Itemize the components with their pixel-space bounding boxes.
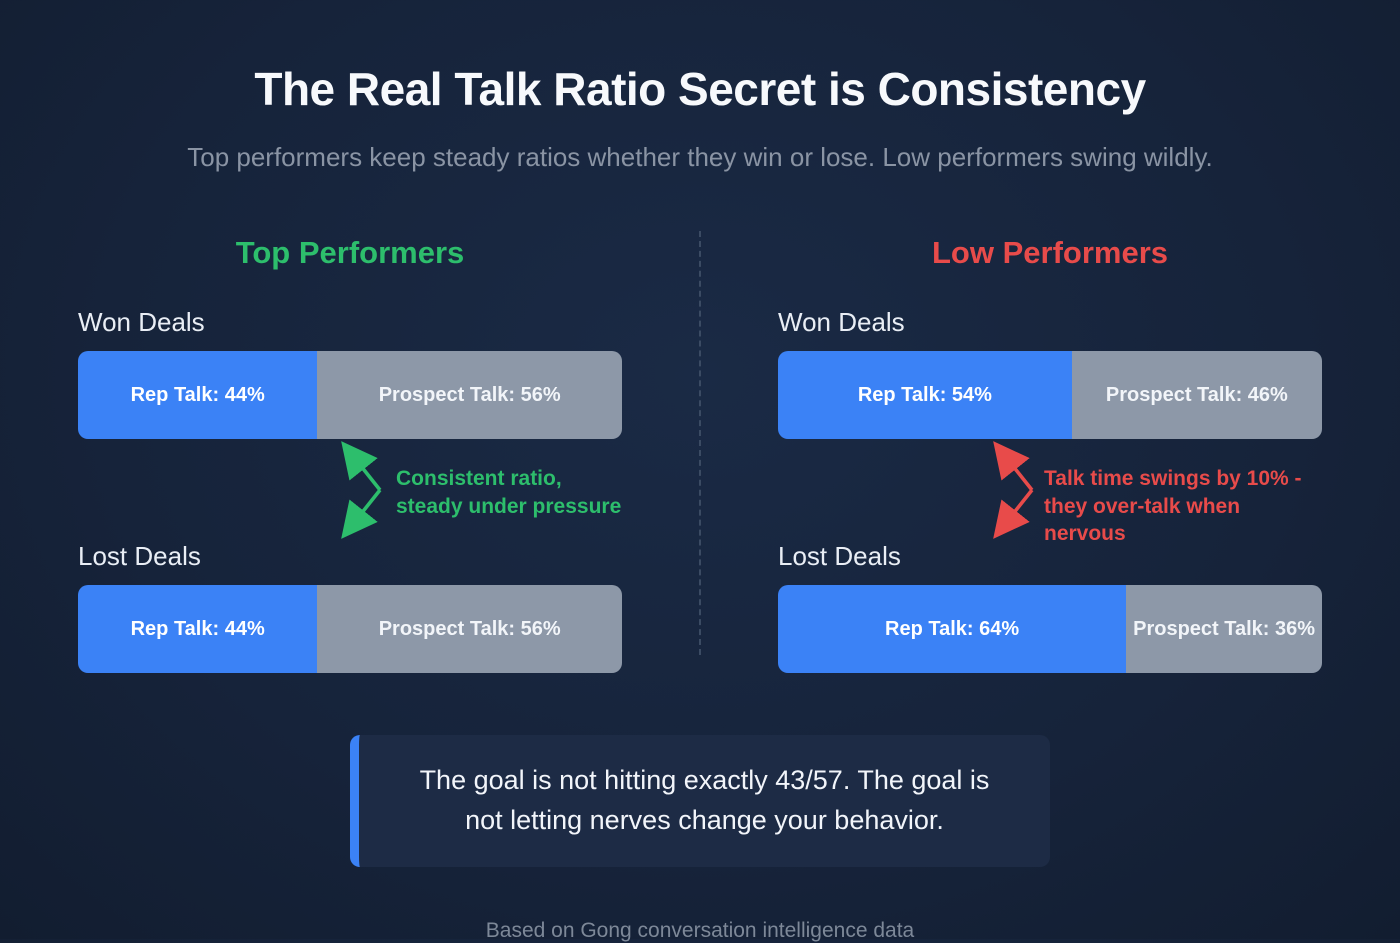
panel-top-performers: Top Performers Won Deals Rep Talk: 44% P… (0, 235, 700, 673)
top-lost-rep-segment: Rep Talk: 44% (78, 585, 318, 673)
low-annotation-row: Talk time swings by 10% - they over-talk… (778, 439, 1322, 545)
red-double-arrow-icon (993, 441, 1034, 539)
low-annotation-line1: Talk time swings by 10% - (1044, 467, 1302, 490)
low-won-bar: Rep Talk: 54% Prospect Talk: 46% (778, 351, 1322, 439)
lost-deals-label: Lost Deals (778, 541, 901, 571)
low-annotation-text: Talk time swings by 10% - they over-talk… (1044, 465, 1322, 548)
vertical-dashed-divider (699, 231, 701, 655)
top-annotation-line2: steady under pressure (396, 494, 622, 518)
page-title: The Real Talk Ratio Secret is Consistenc… (254, 63, 1146, 115)
header: The Real Talk Ratio Secret is Consistenc… (0, 0, 1400, 173)
top-won-bar: Rep Talk: 44% Prospect Talk: 56% (78, 351, 622, 439)
panel-low-performers: Low Performers Won Deals Rep Talk: 54% P… (700, 235, 1400, 673)
source-footer: Based on Gong conversation intelligence … (485, 918, 915, 942)
low-lost-rep-segment: Rep Talk: 64% (778, 585, 1127, 673)
top-annotation-row: Consistent ratio, steady under pressure (78, 439, 622, 541)
low-won-prospect-segment: Prospect Talk: 46% (1071, 351, 1322, 439)
top-won-prospect-segment: Prospect Talk: 56% (317, 351, 622, 439)
low-lost-prospect-segment: Prospect Talk: 36% (1126, 585, 1322, 673)
low-annotation-line2: they over-talk when nervous (1044, 494, 1241, 546)
page-subtitle: Top performers keep steady ratios whethe… (187, 142, 1213, 172)
low-lost-bar: Rep Talk: 64% Prospect Talk: 36% (778, 585, 1322, 673)
top-annotation-text: Consistent ratio, steady under pressure (396, 465, 621, 520)
top-annotation-line1: Consistent ratio, (396, 467, 562, 490)
low-won-rep-segment: Rep Talk: 54% (778, 351, 1072, 439)
green-double-arrow-icon (341, 441, 382, 539)
lost-deals-label: Lost Deals (78, 541, 201, 571)
key-takeaway-callout: The goal is not hitting exactly 43/57. T… (350, 735, 1050, 867)
top-lost-prospect-segment: Prospect Talk: 56% (317, 585, 622, 673)
panel-title-low-performers: Low Performers (931, 235, 1168, 270)
won-deals-label: Won Deals (78, 307, 205, 337)
top-won-rep-segment: Rep Talk: 44% (78, 351, 318, 439)
top-lost-bar: Rep Talk: 44% Prospect Talk: 56% (78, 585, 622, 673)
panel-title-top-performers: Top Performers (235, 235, 465, 270)
comparison-columns: Top Performers Won Deals Rep Talk: 44% P… (0, 231, 1400, 673)
won-deals-label: Won Deals (778, 307, 905, 337)
